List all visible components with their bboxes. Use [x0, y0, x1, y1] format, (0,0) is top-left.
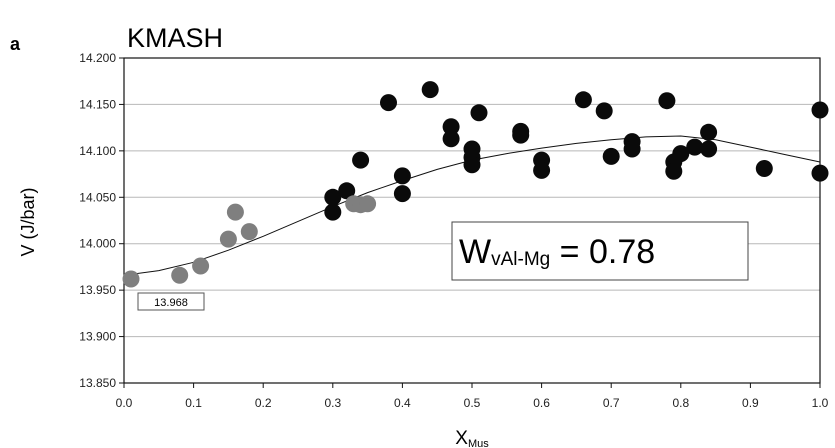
data-point-black — [470, 104, 488, 122]
data-point-gray — [171, 266, 189, 284]
intercept-label: 13.968 — [154, 297, 188, 309]
data-point-black — [595, 102, 613, 120]
x-tick-label: 0.8 — [672, 396, 689, 410]
data-point-black — [700, 140, 718, 158]
y-tick-label: 13.850 — [79, 376, 116, 390]
data-point-black — [442, 130, 460, 148]
y-tick-label: 14.050 — [79, 190, 116, 204]
data-point-gray — [226, 203, 244, 221]
data-point-black — [686, 138, 704, 156]
w-subscript: vAl-Mg — [491, 249, 550, 270]
x-tick-label: 0.1 — [185, 396, 202, 410]
data-point-gray — [240, 223, 258, 241]
data-point-black — [324, 188, 342, 206]
data-point-black — [324, 203, 342, 221]
data-point-black — [393, 185, 411, 203]
data-point-black — [338, 182, 356, 200]
x-tick-label: 0.6 — [533, 396, 550, 410]
plot-frame — [123, 57, 821, 384]
data-point-black — [602, 147, 620, 165]
data-point-gray — [192, 257, 210, 275]
x-axis-label: XMus — [455, 428, 489, 448]
data-point-gray — [359, 195, 377, 213]
data-point-black — [665, 162, 683, 180]
x-tick-label: 0.9 — [742, 396, 759, 410]
x-tick-label: 1.0 — [812, 396, 829, 410]
w-symbol: W — [459, 233, 491, 271]
intercept-annotation: 13.968 — [137, 292, 205, 311]
x-tick-label: 0.4 — [394, 396, 411, 410]
y-tick-label: 14.200 — [79, 51, 116, 65]
data-point-black — [442, 118, 460, 136]
data-point-black — [811, 164, 829, 182]
data-point-black — [421, 81, 439, 99]
data-point-black — [393, 167, 411, 185]
data-point-gray — [122, 270, 140, 288]
data-point-black — [623, 140, 641, 158]
data-point-black — [380, 94, 397, 112]
y-tick-label: 13.950 — [79, 283, 116, 297]
x-axis-label-main: X — [455, 428, 468, 448]
x-tick-label: 0.7 — [603, 396, 620, 410]
w-annotation-text: WvAl-Mg = 0.78 — [459, 233, 655, 271]
data-point-black — [512, 126, 530, 144]
data-points-layer — [122, 81, 829, 288]
chart-title: KMASH — [127, 23, 223, 53]
data-point-black — [700, 123, 718, 141]
x-tick-label: 0.3 — [324, 396, 341, 410]
x-tick-label: 0.2 — [255, 396, 272, 410]
y-tick-label: 14.150 — [79, 97, 116, 111]
y-tick-label: 14.000 — [79, 237, 116, 251]
x-tick-label: 0.0 — [116, 396, 133, 410]
y-tick-label: 14.100 — [79, 144, 116, 158]
w-annotation: WvAl-Mg = 0.78 — [451, 221, 749, 281]
data-point-black — [352, 151, 370, 169]
y-tick-label: 13.900 — [79, 330, 116, 344]
data-point-black — [658, 92, 676, 110]
x-tick-label: 0.5 — [464, 396, 481, 410]
data-point-black — [533, 161, 551, 179]
data-point-black — [672, 145, 690, 163]
data-point-black — [463, 156, 481, 174]
data-point-black — [811, 101, 829, 119]
data-point-black — [755, 160, 773, 177]
y-axis-label: V (J/bar) — [18, 187, 38, 256]
data-point-black — [574, 91, 592, 109]
data-point-gray — [219, 230, 237, 248]
w-value: = 0.78 — [550, 233, 655, 271]
panel-label: a — [10, 34, 21, 54]
axis-ticks: 13.850 13.900 13.950 14.000 14.050 14.100 14.1… — [79, 51, 828, 410]
x-axis-label-subscript: Mus — [468, 438, 489, 448]
